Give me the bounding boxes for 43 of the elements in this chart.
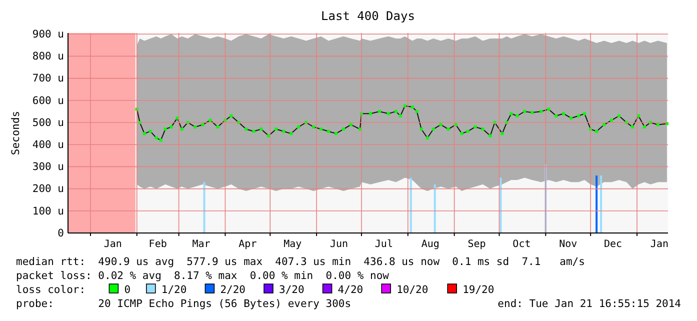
x-tick-label: Feb <box>148 239 167 250</box>
x-tick-label: Oct <box>512 239 531 250</box>
x-tick-label: Mar <box>192 239 210 250</box>
legend-label: 4/20 <box>338 284 364 296</box>
bar <box>500 178 502 233</box>
legend-label: 3/20 <box>279 284 304 296</box>
y-tick-label: 300 u <box>32 161 64 174</box>
x-tick-label: Sep <box>468 239 486 250</box>
x-tick-label: Jul <box>374 239 393 250</box>
y-tick-label: 600 u <box>32 94 64 107</box>
x-tick-label: Jan <box>104 239 122 250</box>
bar <box>434 184 436 233</box>
y-axis-title: Seconds <box>10 110 22 156</box>
x-tick-label: May <box>284 239 302 250</box>
legend-label: 19/20 <box>462 284 494 296</box>
text: end: Tue Jan 21 16:55:15 2014 <box>498 298 681 310</box>
legend-title: loss color: <box>16 284 86 296</box>
legend-label: 1/20 <box>161 284 187 296</box>
y-tick-label: 700 u <box>32 72 64 85</box>
bar <box>596 176 598 233</box>
y-tick-label: 800 u <box>32 50 64 63</box>
y-tick-label: 100 u <box>32 205 64 218</box>
text: packet loss: 0.02 % avg 8.17 % max 0.00 % min 0.00 % now <box>16 270 390 282</box>
text: probe: 20 ICMP Echo Pings (56 Bytes) every 300s <box>16 298 352 310</box>
x-tick-label: Jun <box>330 239 348 250</box>
x-tick-label: Jan <box>650 239 668 250</box>
x-tick-label: Apr <box>238 239 257 250</box>
y-tick-label: 900 u <box>32 28 64 40</box>
x-tick-label: Dec <box>604 239 622 250</box>
bar <box>600 176 602 233</box>
y-tick-label: 200 u <box>32 183 64 196</box>
x-tick-label: Nov <box>559 239 578 250</box>
bar <box>410 178 412 233</box>
y-tick-label: 500 u <box>32 116 64 129</box>
legend-label: 0 <box>124 284 131 296</box>
legend-label: 2/20 <box>220 284 246 296</box>
text: median rtt: 490.9 us avg 577.9 us max 407.3 us min 436.8 us now 0.1 ms sd 7.1 am/s <box>16 256 585 268</box>
y-tick-label: 0 <box>58 227 64 240</box>
y-tick-label: 400 u <box>32 138 64 151</box>
x-tick-label: Aug <box>421 239 440 250</box>
bar <box>203 182 206 233</box>
legend-label: 10/20 <box>396 284 428 296</box>
chart-title: Last 400 Days <box>321 9 415 23</box>
